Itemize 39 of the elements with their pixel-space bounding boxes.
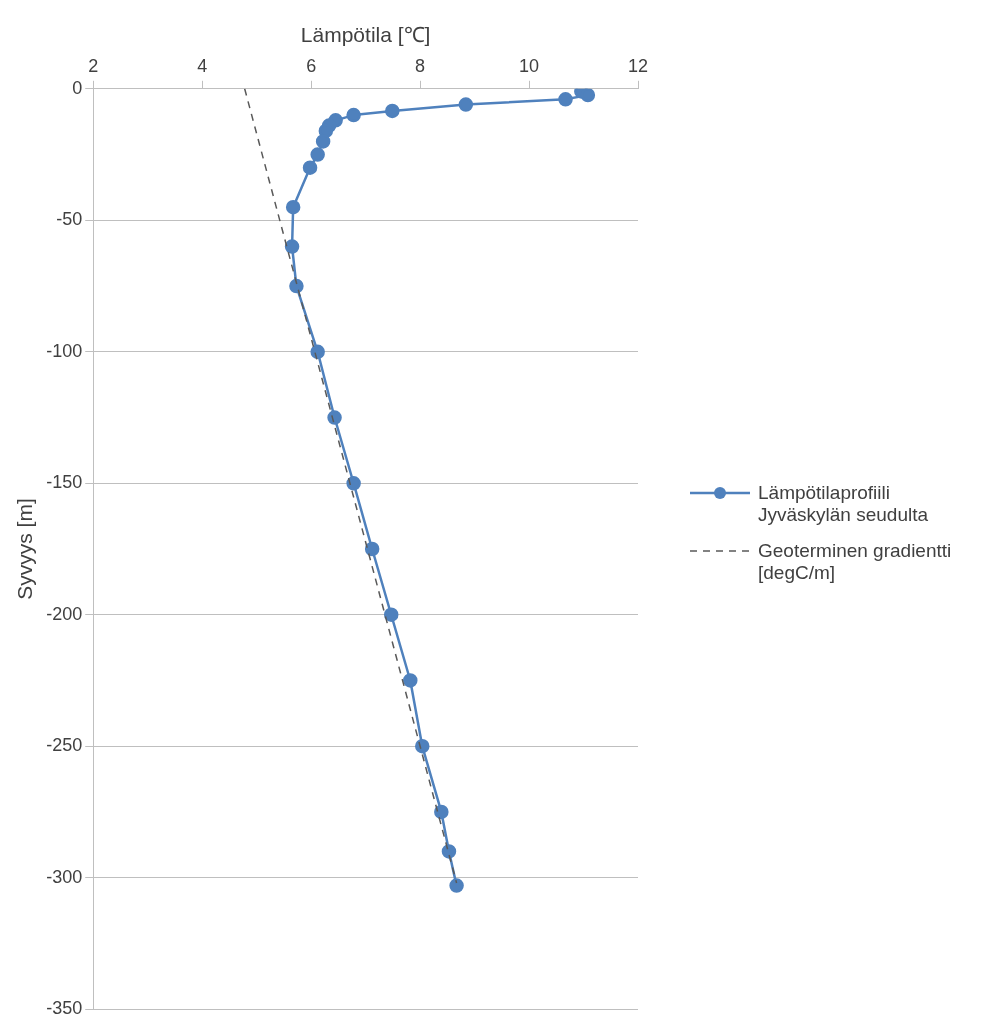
point [284, 239, 300, 254]
legend-label: Lämpötilaprofiili Jyväskylän seudulta [758, 482, 930, 526]
point [415, 738, 430, 754]
x-tick-label: 12 [627, 55, 649, 76]
point [346, 107, 361, 123]
x-tick-label: 6 [306, 55, 317, 76]
point [434, 804, 449, 820]
point [310, 344, 325, 360]
point [327, 410, 342, 425]
y-tick-label: -350 [46, 998, 83, 1019]
x-tick-label: 2 [88, 55, 99, 76]
x-tick-label: 8 [415, 55, 426, 76]
point [364, 541, 380, 557]
y-tick-label: -100 [46, 340, 83, 361]
point [302, 160, 318, 175]
y-tick-label: -250 [46, 735, 83, 756]
point [403, 673, 418, 688]
point [441, 844, 457, 859]
y-tick-label: -50 [56, 209, 83, 230]
point [383, 607, 399, 622]
point [580, 88, 596, 103]
y-tick-label: -150 [46, 472, 83, 493]
x-tick-label: 10 [519, 55, 540, 76]
point [458, 97, 474, 112]
point [346, 476, 361, 491]
point [385, 103, 400, 119]
point [310, 147, 325, 162]
y-tick-label: -200 [46, 603, 83, 624]
point [285, 199, 301, 215]
point [449, 878, 464, 893]
legend-label: Geoterminen gradientti [degC/m] [758, 540, 953, 584]
x-tick-label: 4 [197, 55, 208, 76]
y-tick-label: 0 [72, 77, 83, 98]
y-axis-title: Syvyys [m] [13, 498, 37, 600]
x-axis-title: Lämpötila [℃] [300, 23, 431, 47]
point [289, 278, 304, 294]
point [558, 92, 573, 107]
y-tick-label: -300 [46, 866, 83, 887]
point [315, 134, 331, 149]
